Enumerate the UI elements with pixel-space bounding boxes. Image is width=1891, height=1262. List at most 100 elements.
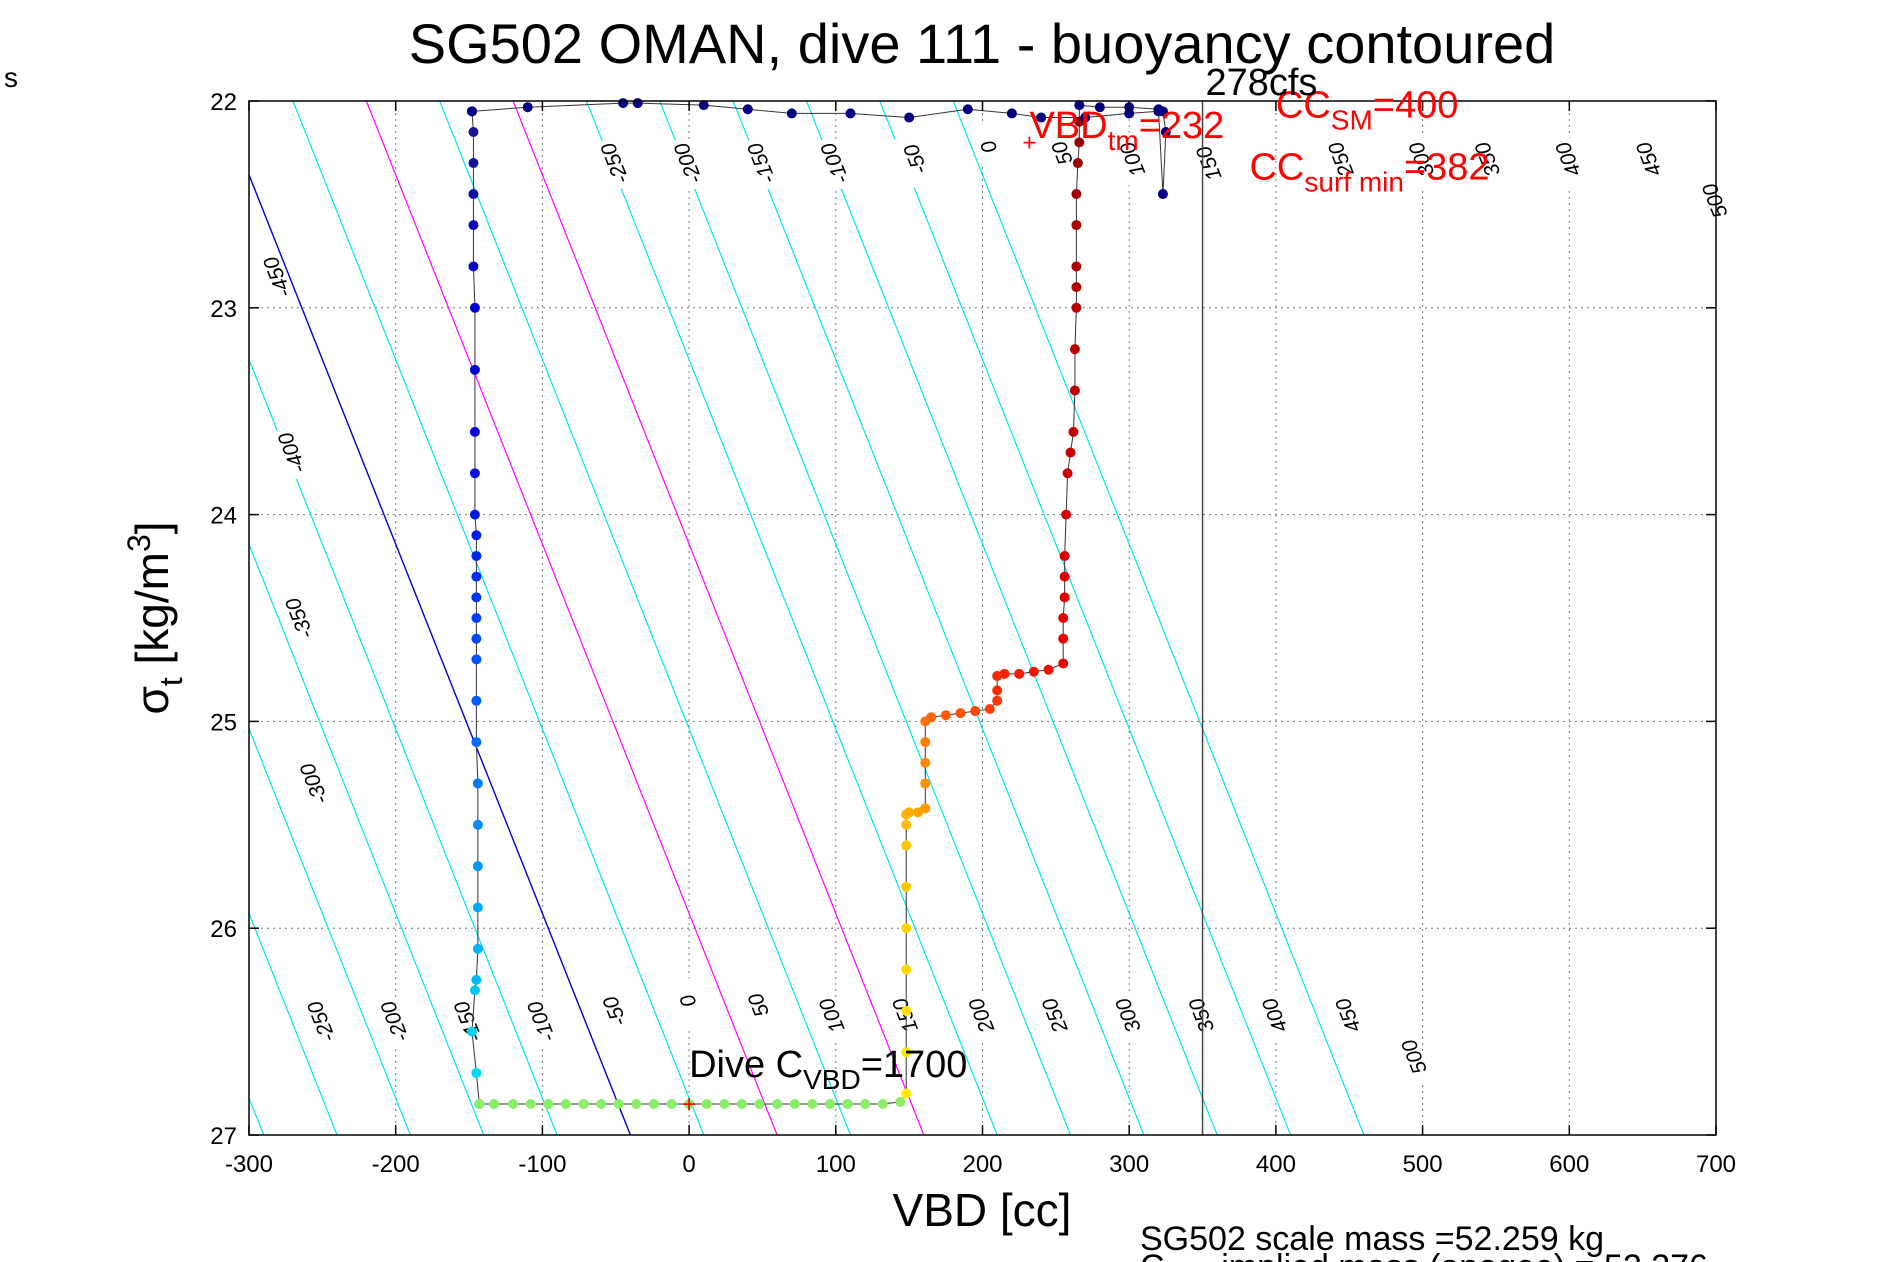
contour-line: [805, 101, 1218, 1135]
y-tick-label: 26: [210, 916, 237, 943]
contour-label-bg: [959, 987, 1000, 1045]
contour-label-bg: [593, 983, 633, 1041]
contour-label-bg: [270, 425, 311, 482]
buoyancy-contours: [249, 101, 1365, 1135]
climb-point: [1059, 550, 1070, 561]
dive-point: [469, 364, 480, 375]
dive-point: [468, 127, 479, 138]
contour-label-bg: [1187, 135, 1227, 193]
contour-label-bg: [736, 977, 777, 1035]
x-tick-label: 700: [1696, 1151, 1736, 1178]
cc-surf-min-label-main: CC: [1249, 147, 1304, 189]
dive-point: [472, 819, 483, 830]
vbd-tm-label: VBDtm=232: [1029, 105, 1224, 156]
climb-point: [901, 923, 912, 934]
dive-point: [471, 695, 482, 706]
climb-point: [901, 881, 912, 892]
cc-sm-label-sub: SM: [1331, 105, 1373, 136]
climb-point: [920, 803, 931, 814]
contour-label-bg: [1399, 131, 1440, 189]
cc-surf-min-label: CCsurf min=382: [1249, 147, 1489, 198]
y-tick-label: 23: [210, 296, 237, 323]
climb-point: [1071, 282, 1082, 293]
surface-point: [1036, 112, 1047, 123]
climb-point: [1059, 592, 1070, 603]
cc-sm-label: CCSM=400: [1276, 85, 1458, 136]
contour-line: [585, 101, 998, 1135]
dive-point: [469, 468, 480, 479]
dive-point: [471, 592, 482, 603]
vbd-tm-label-sub: tm: [1108, 125, 1139, 156]
contour-label-bg: [1392, 1029, 1433, 1086]
contour-label-bg: [893, 131, 934, 189]
dive-point: [471, 633, 482, 644]
chart-title: SG502 OMAN, dive 111 - buoyancy contoure…: [409, 12, 1556, 75]
dive-point: [471, 530, 482, 541]
footer-line-2: C implied mass (apogee) = 52.276: [1140, 1248, 1708, 1262]
dive-point: [468, 158, 479, 169]
svg-text:σt [kg/m3]: σt [kg/m3]: [121, 521, 189, 714]
bottom-point: [789, 1098, 800, 1109]
contour-label-bg: [373, 994, 413, 1051]
dive-point: [472, 902, 483, 913]
climb-point: [926, 712, 937, 723]
dive-c-vbd-label-sub: VBD: [803, 1064, 861, 1095]
contour-label-bg: [1179, 987, 1220, 1045]
climb-point: [901, 964, 912, 975]
contour-line: [249, 911, 338, 1135]
surface-point: [1094, 102, 1105, 113]
x-tick-label: 300: [1109, 1151, 1149, 1178]
bottom-point: [631, 1098, 642, 1109]
climb-point: [1058, 658, 1069, 669]
contour-label-bg: [739, 135, 780, 193]
y-axis-label-end: ]: [126, 521, 178, 534]
cc-sm-label-value: =400: [1373, 85, 1459, 127]
trajectory-line: [471, 102, 1167, 1105]
contour-label-bg: [1546, 131, 1587, 189]
bottom-point: [736, 1098, 747, 1109]
x-tick-label: 500: [1403, 1151, 1443, 1178]
dive-trajectory: [466, 98, 1171, 1109]
contour-line: [512, 101, 925, 1135]
bottom-point: [754, 1098, 765, 1109]
contour-label-bg: [666, 973, 707, 1030]
x-tick-label: 400: [1256, 1151, 1296, 1178]
contour-label-bg: [1033, 987, 1073, 1045]
bottom-point: [543, 1098, 554, 1109]
climb-point: [1061, 509, 1072, 520]
contour-line: [249, 357, 558, 1135]
climb-point: [955, 708, 966, 719]
vbd-tm-marker: +: [1022, 129, 1036, 156]
contour-label-bg: [593, 135, 633, 193]
x-axis-label: VBD [cc]: [893, 1184, 1072, 1236]
bottom-point: [578, 1098, 589, 1109]
dive-point: [471, 550, 482, 561]
x-tick-label: -300: [225, 1151, 273, 1178]
contour-label-bg: [967, 119, 1007, 176]
climb-point: [1065, 447, 1076, 458]
climb-point: [1043, 664, 1054, 675]
surface-point: [786, 108, 797, 119]
bottom-point: [488, 1098, 499, 1109]
contour-line: [732, 101, 1145, 1135]
contour-line: [249, 542, 485, 1135]
x-tick-label: 200: [962, 1151, 1002, 1178]
contour-label-bg: [299, 994, 340, 1051]
contour-line: [952, 101, 1365, 1135]
278cfs-label-main: 278cfs: [1205, 62, 1317, 104]
bottom-point: [666, 1098, 677, 1109]
surface-point: [845, 108, 856, 119]
climb-point: [999, 668, 1010, 679]
vbd-tm-label-main: VBD: [1029, 105, 1107, 147]
bottom-point: [596, 1098, 607, 1109]
contour-label: 0: [967, 119, 1007, 176]
bottom-point: [824, 1098, 835, 1109]
dive-point: [468, 189, 479, 200]
surface-point: [742, 104, 753, 115]
surface-point: [1153, 106, 1164, 117]
climb-point: [1071, 220, 1082, 231]
bottom-point: [684, 1098, 695, 1109]
dive-point: [472, 778, 483, 789]
